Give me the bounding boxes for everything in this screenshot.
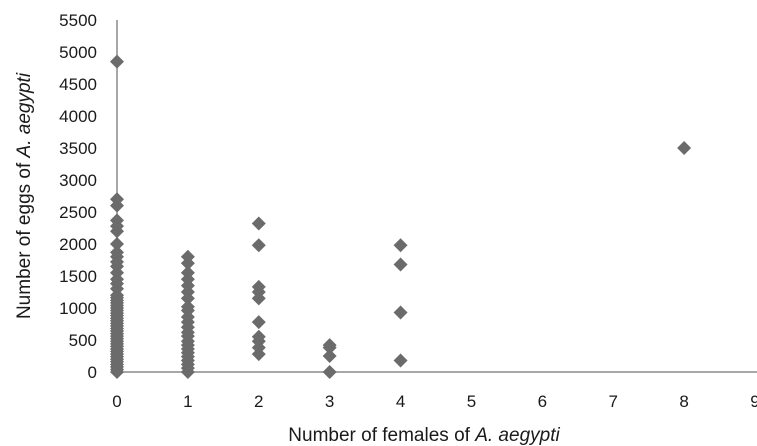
y-tick-label: 500 <box>69 331 97 350</box>
y-axis-title-prefix: Number of eggs of <box>14 157 35 319</box>
axes <box>116 20 757 373</box>
data-point <box>322 338 337 353</box>
x-tick-label: 5 <box>467 392 476 411</box>
x-tick-label: 6 <box>538 392 547 411</box>
x-tick-label: 8 <box>679 392 688 411</box>
x-axis-title: Number of females of A. aegypti <box>288 425 560 446</box>
y-axis-title-species: A. aegypti <box>14 72 35 158</box>
data-points <box>110 54 692 379</box>
data-point <box>251 279 266 294</box>
y-tick-label: 1500 <box>59 267 97 286</box>
data-point <box>180 265 195 280</box>
data-point <box>393 238 408 253</box>
data-point <box>110 245 124 260</box>
x-tick-label: 1 <box>183 392 192 411</box>
y-tick-label: 1000 <box>59 299 97 318</box>
y-tick-label: 5500 <box>59 11 97 30</box>
y-tick-label: 0 <box>88 363 97 382</box>
x-axis-title-species: A. aegypti <box>474 425 560 446</box>
y-axis-title: Number of eggs of A. aegypti <box>14 72 35 319</box>
data-point <box>322 365 337 379</box>
data-point <box>180 299 195 314</box>
y-tick-label: 3000 <box>59 171 97 190</box>
y-tick-label: 3500 <box>59 139 97 158</box>
data-point <box>110 213 124 228</box>
data-point <box>110 237 124 251</box>
data-point <box>251 238 266 253</box>
data-point <box>393 353 408 368</box>
data-point <box>251 315 266 330</box>
data-point <box>251 329 266 344</box>
y-tick-label: 4500 <box>59 75 97 94</box>
x-tick-label: 0 <box>112 392 121 411</box>
y-tick-label: 4000 <box>59 107 97 126</box>
data-point <box>677 141 692 155</box>
data-point <box>251 216 266 231</box>
x-tick-label: 7 <box>608 392 617 411</box>
x-tick-label: 4 <box>396 392 405 411</box>
x-tick-label: 3 <box>325 392 334 411</box>
data-point <box>110 192 124 207</box>
data-point <box>110 54 124 69</box>
data-point <box>393 305 408 320</box>
y-tick-label: 2000 <box>59 235 97 254</box>
x-tick-label: 2 <box>254 392 263 411</box>
y-tick-label: 2500 <box>59 203 97 222</box>
data-point <box>393 257 408 272</box>
x-tick-label: 9 <box>750 392 757 411</box>
y-tick-label: 5000 <box>59 43 97 62</box>
x-tick-labels: 0 1 2 3 4 5 6 7 8 9 <box>112 392 757 411</box>
data-point <box>180 249 195 264</box>
y-tick-labels: 0 500 1000 1500 2000 2500 3000 3500 4000 4500 5000… <box>59 11 97 382</box>
x-axis-title-prefix: Number of females of <box>288 425 475 446</box>
data-point <box>322 349 337 363</box>
